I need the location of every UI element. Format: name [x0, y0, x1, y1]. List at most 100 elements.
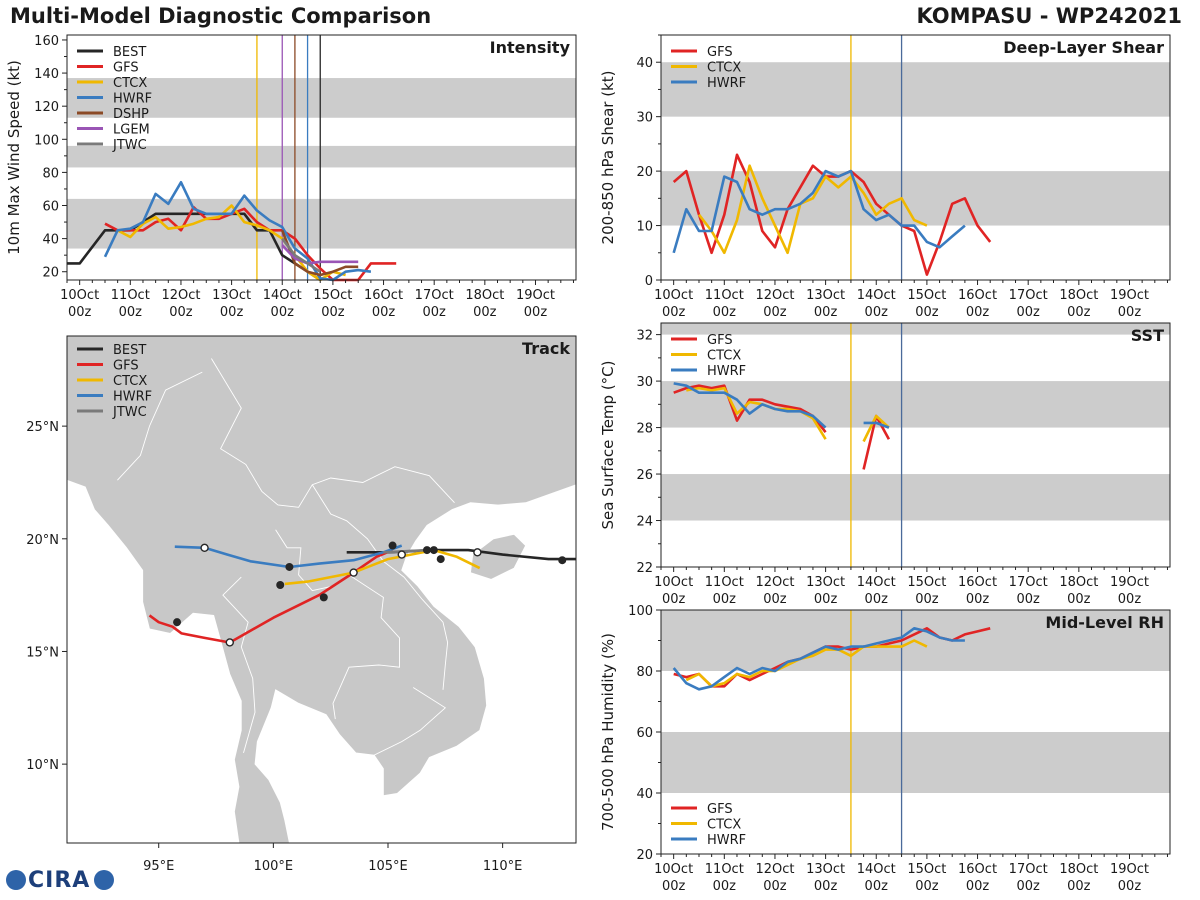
shear-xtick-day: 14Oct [857, 288, 896, 303]
rh-legend-label-ctcx: CTCX [707, 818, 741, 833]
intensity-xtick-day: 17Oct [415, 288, 454, 303]
sst-xtick-day: 18Oct [1059, 575, 1098, 590]
track-panel: 95°E 100°E 105°E 110°E 10°N 15°N 20°N 25°N Track… [26, 335, 577, 874]
shear-ytick-label: 20 [636, 165, 653, 180]
rh-xtick-hour: 00z [1118, 879, 1142, 894]
track-legend-label-ctcx: CTCX [113, 374, 147, 389]
rh-ytick-label: 80 [636, 665, 653, 680]
shear-ytick-label: 0 [645, 274, 653, 289]
intensity-xtick-day: 18Oct [465, 288, 504, 303]
track-map-layer [67, 336, 576, 843]
sst-series-hwrf [673, 382, 890, 429]
track-country-border [275, 529, 400, 720]
sst-xtick-hour: 00z [1118, 592, 1142, 607]
rh-panel: 20 40 60 80 100 10Oct 00z 11Oct 00z 12Oct 00z 13Oct… [599, 604, 1171, 894]
shear-ytick-label: 30 [636, 111, 653, 126]
logo-badge-icon [94, 870, 115, 890]
track-point-open-hwrf [200, 543, 209, 553]
intensity-band [67, 145, 576, 168]
sst-xtick-hour: 00z [1017, 592, 1041, 607]
track-legend-label-hwrf: HWRF [113, 390, 152, 405]
shear-xtick-day: 13Oct [806, 288, 845, 303]
rh-xtick-day: 13Oct [806, 862, 845, 877]
sst-xtick-hour: 00z [814, 592, 838, 607]
intensity-series-best [67, 212, 321, 282]
track-point-open-ctcx [349, 568, 358, 577]
shear-xtick-hour: 00z [662, 305, 686, 320]
figure-title: Multi-Model Diagnostic Comparison [10, 4, 432, 28]
shear-xtick-hour: 00z [814, 305, 838, 320]
sst-xtick-hour: 00z [865, 592, 889, 607]
intensity-frame [66, 34, 577, 281]
rh-xtick-day: 19Oct [1110, 862, 1149, 877]
intensity-xtick-hour: 00z [372, 305, 396, 320]
intensity-ytick-label: 140 [34, 67, 59, 82]
track-point-open-hwrf [473, 548, 482, 557]
intensity-ytick-label: 20 [42, 266, 59, 281]
intensity-xtick-hour: 00z [119, 305, 143, 320]
track-point-gfs [388, 541, 397, 550]
shear-xtick-hour: 00z [865, 305, 889, 320]
rh-ytick-label: 20 [636, 848, 653, 863]
sst-legend-label-gfs: GFS [707, 333, 733, 348]
sst-ytick-label: 26 [636, 468, 653, 483]
sst-ytick-label: 24 [636, 515, 653, 530]
track-country-border [222, 576, 256, 754]
shear-xtick-hour: 00z [713, 305, 737, 320]
intensity-ytick-label: 40 [42, 233, 59, 248]
sst-xtick-day: 14Oct [857, 575, 896, 590]
rh-xtick-hour: 00z [1067, 879, 1091, 894]
intensity-ytick-label: 160 [34, 34, 59, 49]
sst-ytick-label: 28 [636, 422, 653, 437]
rh-ytick-label: 40 [636, 787, 653, 802]
storm-title: KOMPASU - WP242021 [916, 4, 1182, 28]
shear-xtick-day: 12Oct [755, 288, 794, 303]
shear-legend-label-gfs: GFS [707, 45, 733, 60]
track-line-ctcx [284, 548, 481, 586]
intensity-xtick-day: 12Oct [161, 288, 200, 303]
rh-xtick-day: 17Oct [1009, 862, 1048, 877]
sst-xtick-day: 19Oct [1110, 575, 1149, 590]
track-legend-label-gfs: GFS [113, 359, 139, 374]
track-point-ctcx [276, 580, 285, 589]
shear-panel: 0 10 20 30 40 10Oct 00z 11Oct 00z 12Oct 00z 13Oct 00… [599, 34, 1171, 320]
shear-xtick-day: 11Oct [705, 288, 744, 303]
track-point-jtwc [422, 546, 431, 555]
intensity-series-jtwc [281, 237, 321, 273]
intensity-xtick-day: 11Oct [111, 288, 150, 303]
shear-xtick-hour: 00z [966, 305, 990, 320]
cira-logo: CIRA [6, 868, 115, 893]
rh-xtick-hour: 00z [865, 879, 889, 894]
shear-legend-label-hwrf: HWRF [707, 76, 746, 91]
intensity-xtick-hour: 00z [68, 305, 92, 320]
sst-xtick-hour: 00z [966, 592, 990, 607]
sst-ytick-label: 30 [636, 375, 653, 390]
rh-band [661, 732, 1170, 793]
shear-xtick-hour: 00z [1118, 305, 1142, 320]
track-point-gfs [319, 593, 328, 602]
track-country-border [117, 371, 203, 481]
track-country-border [211, 358, 455, 508]
rh-xtick-hour: 00z [966, 879, 990, 894]
shear-xtick-day: 16Oct [958, 288, 997, 303]
intensity-series-dshp [280, 229, 359, 277]
intensity-legend-label-dshp: DSHP [113, 107, 149, 122]
intensity-xtick-hour: 00z [321, 305, 345, 320]
shear-xtick-hour: 00z [1017, 305, 1041, 320]
sst-xtick-day: 10Oct [654, 575, 693, 590]
track-point-hwrf [285, 562, 294, 571]
track-point-best [558, 556, 567, 565]
logo-globe-icon [6, 870, 26, 890]
sst-xtick-hour: 00z [1067, 592, 1091, 607]
intensity-ytick-label: 80 [42, 166, 59, 181]
track-country-border [374, 687, 447, 756]
intensity-ytick-label: 100 [34, 133, 59, 148]
rh-xtick-day: 18Oct [1059, 862, 1098, 877]
track-point-open-ctcx [397, 550, 406, 559]
shear-title: Deep-Layer Shear [1003, 38, 1164, 57]
track-title: Track [522, 339, 570, 358]
logo-text: CIRA [28, 868, 91, 893]
